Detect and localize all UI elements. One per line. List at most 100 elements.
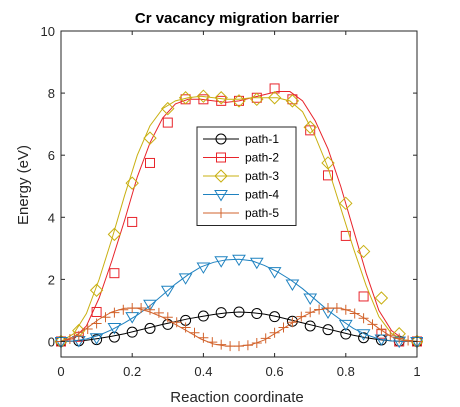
data-point-path-4: [89, 333, 104, 345]
y-tick-label: 0: [48, 334, 55, 349]
axes-box: [60, 30, 418, 358]
data-point-path-5: [198, 332, 209, 343]
data-point-path-3: [267, 91, 282, 105]
legend: path-1 path-2 path-3 path-4 path-5: [196, 126, 297, 226]
data-point-path-3: [89, 283, 104, 297]
data-point-path-5: [269, 327, 280, 338]
series-markers-path-4: [55, 254, 423, 349]
series-markers-path-5: [56, 302, 422, 352]
x-tick-label: 0.4: [194, 364, 212, 379]
data-point-path-4: [107, 323, 122, 335]
data-point-path-4: [214, 256, 229, 268]
data-point-path-1: [144, 322, 156, 334]
y-tick-label: 2: [48, 272, 55, 287]
data-point-path-1: [108, 331, 120, 343]
data-point-path-1: [269, 311, 281, 323]
data-point-path-3: [107, 227, 122, 242]
data-point-path-2: [234, 95, 244, 106]
data-point-path-3: [196, 89, 211, 103]
data-point-path-5: [91, 318, 102, 329]
data-point-path-4: [178, 273, 193, 285]
data-point-path-1: [197, 310, 209, 322]
data-point-path-1: [340, 328, 352, 340]
data-point-path-2: [91, 306, 102, 317]
y-tick-label: 10: [41, 24, 55, 39]
data-point-path-4: [249, 257, 264, 270]
data-point-path-5: [394, 333, 405, 344]
data-point-path-5: [251, 338, 262, 349]
data-point-path-5: [296, 311, 307, 322]
data-point-path-4: [143, 299, 157, 312]
x-tick-label: 0.2: [123, 364, 141, 379]
data-point-path-3: [321, 156, 335, 170]
data-point-path-5: [73, 330, 84, 341]
legend-marker-path-1: [215, 133, 227, 145]
data-point-path-4: [303, 293, 318, 305]
data-point-path-3: [214, 91, 228, 105]
data-point-path-5: [162, 312, 173, 323]
data-point-path-5: [323, 302, 333, 313]
data-point-path-1: [322, 324, 334, 336]
data-point-path-4: [232, 254, 246, 267]
data-point-path-1: [251, 308, 263, 320]
data-point-path-3: [125, 176, 139, 190]
data-point-path-4: [374, 334, 389, 346]
data-point-path-3: [143, 131, 157, 145]
y-tick-label: 6: [48, 148, 55, 163]
series-line-path-3: [60, 95, 418, 342]
data-point-path-3: [178, 91, 193, 105]
data-point-path-5: [171, 317, 182, 328]
y-tick-label: 8: [48, 86, 55, 101]
legend-label-path-3: path-3: [245, 169, 279, 183]
data-point-path-5: [242, 340, 253, 351]
data-point-path-3: [250, 92, 264, 107]
data-point-path-5: [189, 327, 200, 338]
data-point-path-5: [331, 302, 342, 313]
data-point-path-5: [225, 341, 236, 352]
data-point-path-2: [162, 117, 173, 128]
data-point-path-3: [161, 101, 175, 116]
data-point-path-3: [285, 94, 300, 108]
x-tick-label: 1: [413, 364, 420, 379]
data-point-path-5: [376, 324, 387, 335]
data-point-path-5: [180, 322, 191, 333]
data-point-path-1: [215, 307, 227, 319]
data-point-path-5: [64, 333, 75, 344]
data-point-path-3: [232, 94, 246, 108]
data-point-path-5: [260, 333, 271, 344]
legend-marker-path-4: [214, 190, 228, 202]
data-point-path-5: [153, 307, 164, 318]
series-line-path-1: [60, 311, 417, 342]
data-point-path-4: [285, 279, 300, 292]
data-point-path-3: [303, 120, 317, 134]
data-point-path-5: [314, 304, 325, 315]
x-tick-label: 0: [57, 364, 64, 379]
data-point-path-2: [109, 268, 120, 279]
chart-title: Cr vacancy migration barrier: [135, 10, 339, 27]
x-tick-label: 0.6: [266, 364, 284, 379]
data-point-path-5: [349, 308, 360, 319]
data-point-path-4: [196, 262, 211, 274]
y-axis-label: Energy (eV): [15, 145, 32, 225]
data-point-path-5: [109, 307, 120, 318]
data-point-path-5: [385, 330, 396, 341]
data-point-path-3: [356, 244, 371, 259]
data-point-path-1: [233, 306, 245, 318]
data-point-path-2: [269, 83, 280, 94]
data-point-path-5: [287, 317, 298, 328]
data-point-path-5: [145, 304, 155, 315]
legend-label-path-1: path-1: [245, 132, 279, 146]
data-point-path-5: [136, 302, 147, 313]
data-point-path-5: [340, 304, 351, 315]
data-point-path-1: [126, 326, 138, 338]
data-point-path-4: [356, 329, 371, 341]
data-point-path-5: [100, 312, 111, 323]
data-point-path-2: [323, 170, 333, 181]
legend-marker-path-5: [216, 208, 226, 218]
data-point-path-2: [127, 216, 138, 227]
data-point-path-3: [374, 291, 389, 305]
data-point-path-5: [403, 335, 414, 346]
data-point-path-4: [160, 285, 175, 298]
data-point-path-5: [278, 322, 289, 333]
